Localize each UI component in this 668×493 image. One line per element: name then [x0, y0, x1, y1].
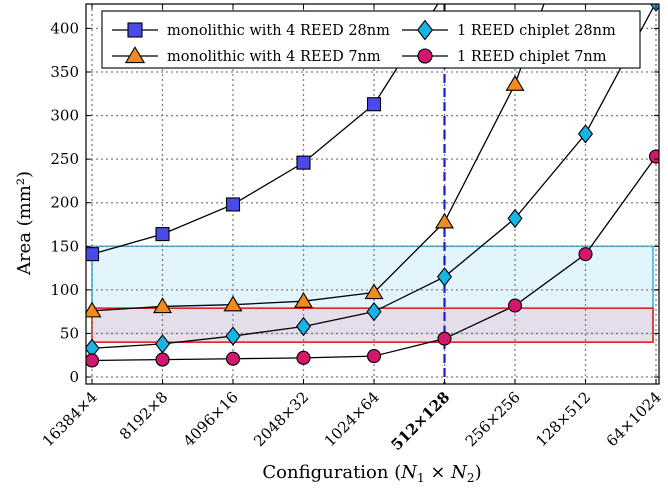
- legend-marker-2: [124, 46, 146, 64]
- x-tick-label-5: 512×128: [387, 388, 453, 454]
- legend-label-2: monolithic with 4 REED 7nm: [167, 49, 381, 65]
- point-3-5: [437, 331, 452, 346]
- y-tick-label-200: 200: [50, 194, 79, 212]
- legend-marker-3: [417, 48, 433, 64]
- point-1-5: [436, 267, 453, 287]
- point-3-2: [225, 351, 241, 366]
- point-3-0: [86, 353, 100, 368]
- point-0-0: [86, 247, 100, 262]
- y-tick-label-150: 150: [50, 237, 79, 255]
- point-1-2: [225, 326, 241, 346]
- y-axis-title-text: Area (mm²): [14, 171, 35, 276]
- series-0: [86, 4, 439, 262]
- point-3-7: [578, 247, 593, 262]
- point-0-4: [366, 97, 382, 112]
- point-2-5: [434, 212, 455, 229]
- point-3-3: [296, 350, 311, 365]
- y-tick-label-300: 300: [50, 107, 79, 125]
- point-3-6: [507, 298, 523, 313]
- point-0-3: [296, 155, 311, 170]
- x-tick-label-0: 16384×4: [39, 388, 101, 450]
- point-2-4: [364, 283, 384, 300]
- point-1-7: [577, 124, 594, 144]
- point-0-2: [225, 197, 241, 212]
- y-axis-title: Area (mm²): [14, 171, 35, 276]
- x-tick-label-4: 1024×64: [321, 388, 383, 450]
- x-tick-label-7: 128×512: [532, 388, 594, 450]
- legend-label-1: 1 REED chiplet 28nm: [457, 23, 616, 39]
- y-tick-label-50: 50: [60, 324, 79, 342]
- series-clip-group: [86, 4, 659, 368]
- point-1-8: [649, 4, 659, 12]
- point-1-3: [295, 316, 312, 337]
- y-tick-label-400: 400: [50, 19, 79, 37]
- legend-entry-3: 1 REED chiplet 7nm: [402, 48, 607, 65]
- point-1-6: [507, 208, 523, 229]
- x-axis-title: Configuration (N1 × N2): [262, 462, 481, 485]
- legend-marker-1: [416, 19, 434, 41]
- y-tick-label-0: 0: [69, 368, 79, 386]
- x-tick-label-6: 256×256: [462, 388, 524, 450]
- legend-marker-0: [127, 22, 143, 38]
- point-2-6: [505, 74, 525, 91]
- point-2-0: [86, 301, 102, 318]
- series-lines: [86, 4, 659, 368]
- point-2-2: [223, 295, 243, 312]
- legend: monolithic with 4 REED 28nm 1 REED chiple…: [101, 10, 641, 69]
- legend-entry-1: 1 REED chiplet 28nm: [402, 19, 616, 41]
- x-axis-title-text: Configuration: [262, 462, 388, 483]
- legend-entry-2: monolithic with 4 REED 7nm: [112, 46, 381, 65]
- point-3-4: [366, 349, 382, 364]
- y-tick-label-350: 350: [50, 63, 79, 81]
- x-tick-label-8: 64×1024: [603, 388, 665, 450]
- point-3-1: [155, 352, 170, 367]
- point-3-8: [648, 149, 659, 164]
- y-tick-label-250: 250: [50, 150, 79, 168]
- y-tick-label-100: 100: [50, 281, 79, 299]
- plot-frame: [85, 3, 660, 385]
- series-2: [86, 4, 545, 318]
- point-1-4: [366, 301, 382, 322]
- legend-box: [101, 10, 641, 69]
- x-tick-label-3: 2048×32: [250, 388, 312, 450]
- point-2-3: [293, 292, 314, 308]
- x-tick-label-1: 8192×8: [116, 388, 171, 443]
- legend-label-3: 1 REED chiplet 7nm: [457, 49, 607, 65]
- legend-entry-0: monolithic with 4 REED 28nm: [112, 22, 390, 39]
- point-2-1: [152, 297, 173, 314]
- x-tick-label-2: 4096×16: [180, 388, 242, 450]
- series-3: [86, 149, 659, 368]
- point-0-1: [155, 227, 170, 242]
- legend-label-0: monolithic with 4 REED 28nm: [167, 23, 390, 39]
